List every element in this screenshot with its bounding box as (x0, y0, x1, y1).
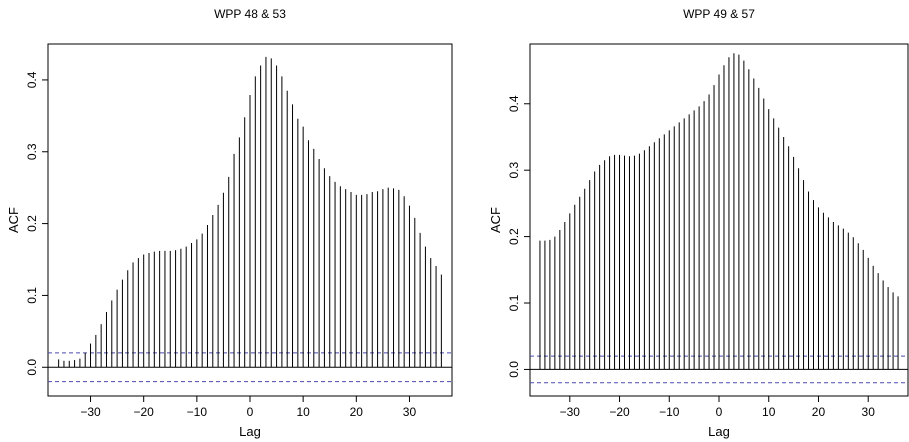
x-tick-label-right: 0 (716, 405, 723, 419)
y-tick-label-right: 0.1 (507, 294, 521, 311)
chart-title-right: WPP 49 & 57 (683, 7, 755, 21)
x-tick-label-left: −20 (134, 405, 155, 419)
x-tick-label-left: 20 (350, 405, 364, 419)
x-tick-label-right: −30 (560, 405, 581, 419)
x-axis-label-right: Lag (708, 424, 730, 439)
x-tick-label-right: 10 (762, 405, 776, 419)
y-tick-label-left: 0.1 (25, 287, 39, 304)
y-tick-label-right: 0.0 (507, 361, 521, 378)
chart-title-left: WPP 48 & 53 (214, 7, 286, 21)
y-tick-label-left: 0.0 (25, 359, 39, 376)
y-axis-label-left: ACF (6, 207, 21, 233)
x-tick-label-left: 0 (247, 405, 254, 419)
y-tick-label-right: 0.4 (507, 95, 521, 112)
x-tick-label-left: −10 (187, 405, 208, 419)
x-tick-label-right: 30 (862, 405, 876, 419)
y-tick-label-left: 0.2 (25, 215, 39, 232)
chart-panel-right: WPP 49 & 57 −30 −20 −10 0 10 20 30 0.0 0.1 0.2 0.3 0… (488, 7, 909, 439)
y-axis-label-right: ACF (488, 207, 503, 233)
x-axis-label-left: Lag (239, 424, 261, 439)
x-tick-label-right: 20 (812, 405, 826, 419)
y-tick-label-right: 0.3 (507, 162, 521, 179)
y-tick-label-right: 0.2 (507, 228, 521, 245)
x-tick-label-right: −20 (609, 405, 630, 419)
y-tick-label-left: 0.3 (25, 143, 39, 160)
x-tick-label-left: −30 (80, 405, 101, 419)
y-tick-label-left: 0.4 (25, 71, 39, 88)
x-tick-label-left: 10 (296, 405, 310, 419)
x-tick-label-right: −10 (659, 405, 680, 419)
chart-panel-left: WPP 48 & 53 −30 −20 −10 0 10 20 30 0.0 0.1 0.2 0.3 0… (6, 7, 453, 439)
x-tick-label-left: 30 (403, 405, 417, 419)
